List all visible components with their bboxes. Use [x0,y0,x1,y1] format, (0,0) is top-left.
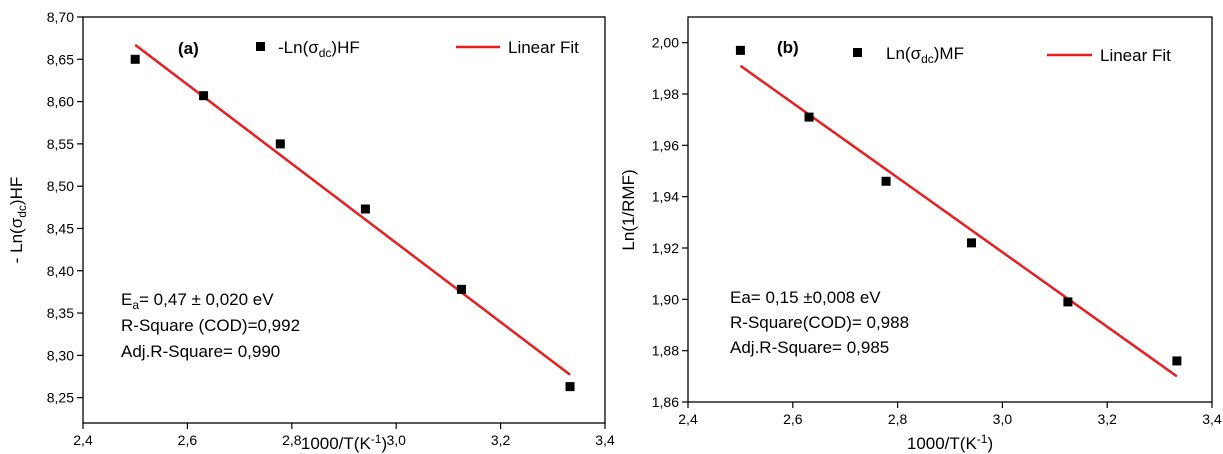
legend-marker-points-b [853,48,862,57]
y-axis-title-a: - Ln(σdc)HF [7,177,29,263]
x-tick-label: 2,6 [178,432,198,448]
y-tick-label: 2,00 [652,35,679,51]
y-tick-label: 8,25 [47,390,74,406]
data-point [565,382,575,392]
x-tick-label: 3,0 [386,432,406,448]
x-tick-label: 2,8 [282,432,302,448]
data-point [735,45,745,55]
x-axis-title-b: 1000/T(K-1) [907,432,993,453]
y-tick-label: 1,94 [652,189,679,205]
y-tick-label: 8,35 [47,305,74,321]
y-tick-label: 8,45 [47,220,74,236]
y-tick-label: 1,96 [652,137,679,153]
x-axis-title-a: 1000/T(K-1) [301,432,387,453]
y-tick-label: 8,30 [47,347,74,363]
x-tick-label: 2,6 [783,411,803,427]
data-point [1172,356,1182,366]
data-point [199,91,209,101]
legend-marker-points-a [256,42,265,51]
legend-label-fit-b: Linear Fit [1100,46,1171,65]
y-tick-label: 1,98 [652,86,679,102]
data-point [130,54,140,64]
panel-label-a: (a) [178,39,199,58]
x-tick-label: 2,4 [73,432,93,448]
x-tick-label: 3,4 [595,432,615,448]
adj-r-square-text-a: Adj.R-Square= 0,990 [121,342,280,361]
y-axis-ticks-a: 8,25 8,30 8,35 8,40 8,45 8,50 8,55 8,60 8,65 8,70 [47,9,83,406]
x-tick-label: 3,2 [491,432,511,448]
data-point [456,284,466,294]
activation-energy-text-a: Ea= 0,47 ± 0,020 eV [121,290,274,312]
activation-energy-text-b: Ea= 0,15 ±0,008 eV [730,288,881,307]
data-point [1063,297,1073,307]
y-axis-title-b: Ln(1/RMF) [619,169,638,250]
plot-frame-b [687,16,1213,403]
r-square-text-a: R-Square (COD)=0,992 [121,316,300,335]
data-point [360,204,370,214]
chart-panel-a: 8,25 8,30 8,35 8,40 8,45 8,50 8,55 8,60 8,65 8,70… [7,9,615,453]
y-axis-ticks-b: 1,86 1,88 1,90 1,92 1,94 1,96 1,98 2,00 [652,35,688,410]
y-tick-label: 8,70 [47,9,74,25]
panel-label-b: (b) [777,38,799,57]
legend-label-fit-a: Linear Fit [508,38,579,57]
point-series-b [735,45,1182,366]
y-tick-label: 1,90 [652,291,679,307]
x-tick-label: 3,4 [1202,411,1222,427]
y-tick-label: 1,88 [652,343,679,359]
y-tick-label: 8,60 [47,94,74,110]
data-point [881,176,891,186]
y-tick-label: 8,55 [47,136,74,152]
adj-r-square-text-b: Adj.R-Square= 0,985 [730,338,889,357]
x-tick-label: 3,2 [1097,411,1117,427]
point-series-a [130,54,575,392]
x-tick-label: 2,4 [678,411,698,427]
data-point [275,139,285,149]
x-tick-label: 3,0 [993,411,1013,427]
data-point [804,112,814,122]
legend-label-points-a: -Ln(σdc)HF [278,38,360,60]
y-tick-label: 8,65 [47,51,74,67]
y-tick-label: 1,86 [652,394,679,410]
chart-panel-b: 1,861,881,901,921,941,961,982,00 2,4 2,6 2… [619,16,1222,453]
x-tick-label: 2,8 [888,411,908,427]
y-tick-label: 8,50 [47,178,74,194]
y-tick-label: 1,92 [652,240,679,256]
plot-frame-a [82,16,606,424]
legend-label-points-b: Ln(σdc)MF [886,44,964,66]
r-square-text-b: R-Square(COD)= 0,988 [730,313,909,332]
x-axis-ticks-a: 2,4 2,6 2,8 3,0 3,2 3,4 [73,423,615,448]
x-axis-ticks-b: 2,4 2,6 2,8 3,0 3,2 3,4 [678,402,1222,427]
y-tick-label: 8,40 [47,263,74,279]
data-point [966,238,976,248]
